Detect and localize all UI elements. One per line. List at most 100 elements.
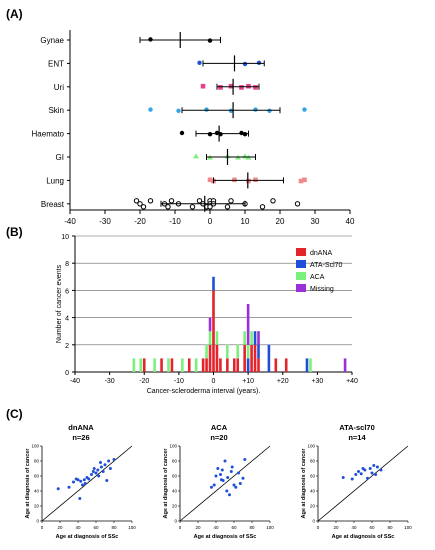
bar-segment-green — [246, 344, 250, 359]
x-tick-label: 0 — [212, 378, 216, 385]
x-tick-label: -20 — [134, 217, 146, 226]
bar-segment-red — [243, 344, 246, 372]
data-point — [238, 482, 242, 485]
data-point — [366, 476, 369, 480]
data-point — [179, 130, 185, 136]
x-tick-label: 20 — [276, 217, 285, 226]
bar-segment-blue — [305, 358, 309, 372]
y-tick-label: 8 — [65, 261, 69, 268]
data-point — [193, 153, 199, 159]
legend-swatch — [296, 272, 306, 280]
data-point — [99, 461, 102, 464]
y-tick-label: 40 — [310, 489, 316, 494]
data-point — [79, 479, 83, 483]
data-point — [302, 177, 307, 183]
x-tick-label: 100 — [128, 525, 136, 530]
data-point — [368, 467, 372, 470]
bar-segment-green — [215, 331, 219, 345]
bar-segment-purple — [246, 304, 250, 345]
scatter-subtitle: n=26 — [72, 433, 89, 442]
data-point — [200, 83, 206, 89]
legend-label: Missing — [310, 286, 334, 293]
legend-label: dnANA — [310, 250, 333, 257]
x-tick-label: 30 — [311, 217, 320, 226]
bar-segment-red — [253, 344, 257, 372]
category-label: Breast — [41, 200, 65, 209]
data-point — [253, 177, 258, 183]
y-axis-title: Number of cancer events — [56, 264, 63, 343]
identity-line — [179, 445, 271, 522]
x-tick-label: 80 — [249, 525, 255, 530]
data-point — [234, 485, 238, 489]
bar-segment-red — [236, 358, 240, 372]
data-point — [112, 458, 116, 461]
data-point — [270, 198, 276, 204]
x-tick-label: +10 — [242, 378, 254, 385]
x-tick-label: 0 — [41, 525, 44, 530]
data-point — [242, 61, 248, 67]
data-point — [372, 464, 376, 467]
data-point — [357, 470, 360, 473]
data-point — [224, 204, 231, 210]
data-point — [97, 474, 101, 478]
x-tick-label: 100 — [266, 525, 274, 530]
data-point — [350, 477, 354, 481]
x-tick-label: 40 — [351, 525, 357, 530]
y-tick-label: 6 — [65, 288, 69, 295]
data-point — [241, 476, 245, 480]
x-tick-label: 60 — [93, 525, 99, 530]
data-point — [210, 485, 213, 489]
x-tick-label: 0 — [208, 217, 213, 226]
bar-segment-green — [167, 358, 170, 372]
data-point — [207, 38, 213, 43]
data-point — [374, 473, 378, 476]
data-point — [363, 468, 367, 472]
bar-segment-red — [212, 290, 215, 372]
panel-label-b: (B) — [6, 225, 23, 239]
data-point — [228, 83, 234, 89]
identity-line — [317, 445, 409, 522]
bar-segment-green — [153, 358, 156, 372]
data-point — [105, 479, 109, 482]
data-point — [379, 468, 383, 472]
data-point — [91, 470, 95, 473]
y-tick-label: 80 — [310, 459, 316, 464]
data-point — [354, 473, 358, 476]
y-tick-label: 60 — [34, 474, 40, 479]
data-point — [294, 201, 301, 207]
y-tick-label: 20 — [34, 504, 40, 509]
x-tick-label: 0 — [317, 525, 320, 530]
y-axis-title: Age at diagnosis of cancer — [163, 448, 169, 519]
bar-segment-purple — [257, 331, 260, 345]
bar-segment-red — [284, 358, 288, 372]
data-point — [253, 107, 258, 112]
data-point — [232, 483, 236, 487]
data-point — [370, 471, 374, 475]
x-tick-label: 10 — [241, 217, 250, 226]
x-tick-label: -20 — [139, 378, 149, 385]
panel-label-a: (A) — [6, 7, 23, 21]
bar-segment-red — [208, 344, 212, 372]
bar-segment-blue — [212, 276, 215, 291]
data-point — [341, 476, 345, 479]
data-point — [78, 497, 82, 500]
y-tick-label: 100 — [169, 444, 177, 449]
x-tick-label: -30 — [105, 378, 115, 385]
category-label: Skin — [48, 106, 64, 115]
x-tick-label: 80 — [387, 525, 393, 530]
x-tick-label: 40 — [213, 525, 219, 530]
data-point — [218, 85, 223, 90]
data-point — [228, 493, 231, 497]
y-tick-label: 40 — [34, 489, 40, 494]
bar-segment-red — [160, 358, 163, 372]
data-point — [359, 472, 363, 476]
bar-segment-red — [205, 358, 208, 372]
x-axis-title: Age at diagnosis of SSc — [194, 534, 257, 540]
bar-segment-red — [187, 358, 191, 372]
y-tick-label: 60 — [172, 474, 178, 479]
data-point — [197, 60, 202, 65]
data-point — [243, 458, 247, 461]
bar-segment-blue — [257, 344, 260, 359]
data-point — [239, 85, 244, 90]
